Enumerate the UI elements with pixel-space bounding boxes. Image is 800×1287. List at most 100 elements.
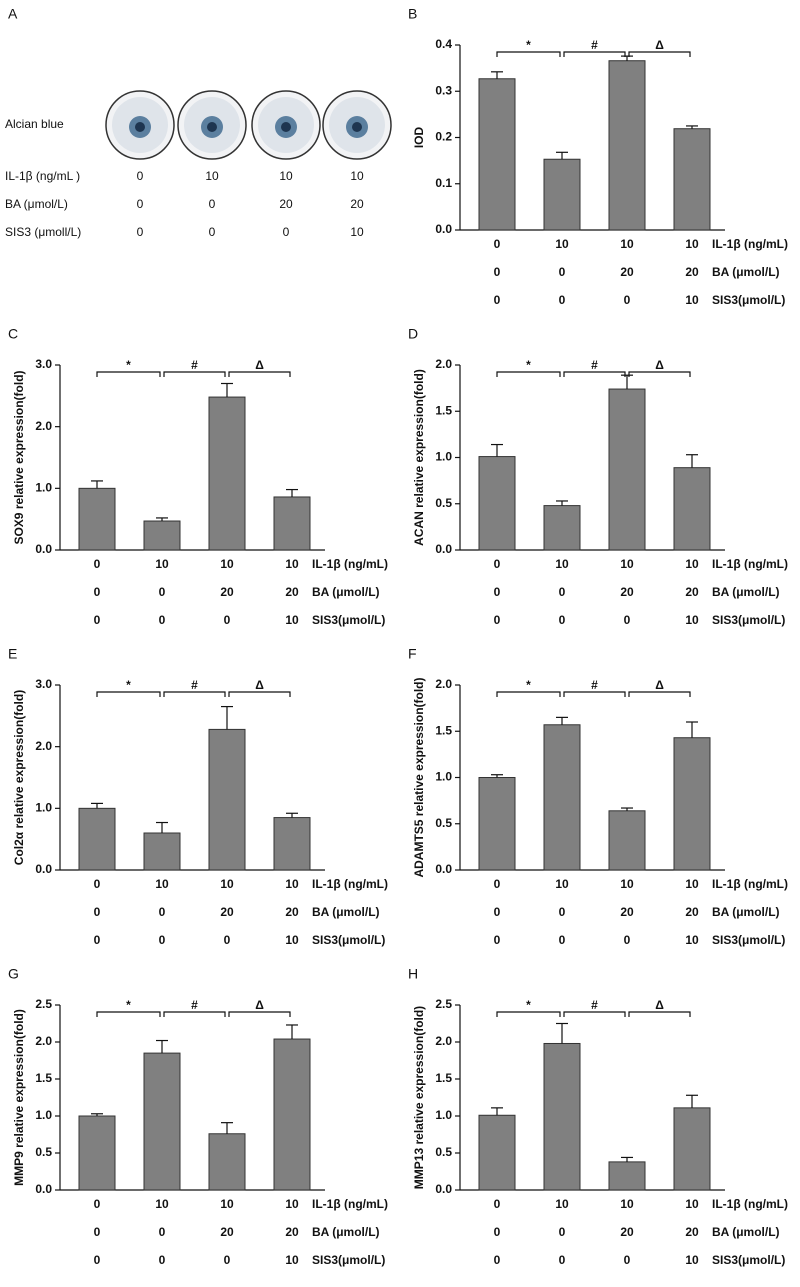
condition-value: 0	[224, 613, 231, 627]
condition-value: 0	[559, 293, 566, 307]
condition-value: 0	[624, 1253, 631, 1267]
bar	[673, 467, 711, 551]
panel-label: A	[8, 6, 18, 22]
condition-value: 0	[224, 1253, 231, 1267]
condition-value: 10	[620, 237, 634, 251]
condition-value: 20	[620, 1225, 634, 1239]
condition-value: 0	[494, 905, 501, 919]
y-tick-label: 2.0	[435, 357, 452, 371]
condition-label: BA (μmol/L)	[712, 265, 780, 279]
condition-value: 0	[559, 933, 566, 947]
panel-label: B	[408, 6, 417, 22]
condition-label: SIS3(μmol/L)	[712, 293, 785, 307]
condition-label: BA (μmol/L)	[312, 585, 380, 599]
condition-label: BA (μmol/L)	[312, 905, 380, 919]
condition-value: 0	[137, 169, 144, 183]
significance-bracket	[563, 51, 626, 57]
condition-value: 20	[279, 197, 293, 211]
condition-label: IL-1β (ng/mL)	[712, 557, 788, 571]
condition-value: 0	[494, 265, 501, 279]
significance-label: #	[591, 998, 598, 1012]
bar	[208, 1133, 246, 1191]
condition-value: 0	[94, 585, 101, 599]
condition-label: SIS3(μmol/L)	[712, 933, 785, 947]
condition-value: 20	[285, 905, 299, 919]
condition-label: BA (μmol/L)	[5, 197, 68, 211]
condition-value: 10	[285, 933, 299, 947]
significance-bracket	[96, 691, 161, 697]
y-tick-label: 0.0	[435, 222, 452, 236]
significance-label: #	[591, 358, 598, 372]
bar	[543, 1042, 581, 1191]
significance-label: #	[191, 998, 198, 1012]
condition-label: IL-1β (ng/mL)	[712, 237, 788, 251]
condition-value: 0	[159, 933, 166, 947]
condition-value: 10	[555, 237, 569, 251]
bar	[543, 158, 581, 231]
y-tick-label: 3.0	[35, 357, 52, 371]
significance-label: #	[191, 678, 198, 692]
significance-bracket	[96, 371, 161, 377]
condition-value: 0	[159, 613, 166, 627]
condition-label: IL-1β (ng/mL)	[712, 877, 788, 891]
y-tick-label: 3.0	[35, 677, 52, 691]
significance-bracket	[496, 371, 561, 377]
condition-value: 0	[209, 197, 216, 211]
condition-value: 0	[494, 877, 501, 891]
condition-value: 10	[220, 1197, 234, 1211]
bar	[543, 505, 581, 551]
condition-label: SIS3(μmol/L)	[312, 613, 385, 627]
condition-value: 0	[494, 293, 501, 307]
condition-value: 0	[159, 585, 166, 599]
condition-value: 0	[159, 1225, 166, 1239]
condition-value: 20	[620, 265, 634, 279]
bar	[143, 1052, 181, 1191]
bar	[273, 817, 311, 871]
condition-value: 0	[494, 1253, 501, 1267]
condition-label: BA (μmol/L)	[712, 585, 780, 599]
condition-value: 0	[624, 293, 631, 307]
condition-value: 10	[155, 877, 169, 891]
stain-core	[281, 122, 291, 132]
bar	[143, 832, 181, 871]
condition-value: 10	[205, 169, 219, 183]
significance-bracket	[163, 1011, 226, 1017]
significance-label: Δ	[655, 678, 664, 692]
y-axis-title: ADAMTS5 relative expression(fold)	[412, 677, 426, 877]
y-tick-label: 2.0	[35, 419, 52, 433]
condition-value: 10	[685, 293, 699, 307]
condition-label: BA (μmol/L)	[712, 1225, 780, 1239]
condition-value: 20	[685, 265, 699, 279]
panel-label: E	[8, 646, 17, 662]
condition-value: 10	[620, 557, 634, 571]
condition-value: 0	[559, 1253, 566, 1267]
significance-bracket	[496, 51, 561, 57]
condition-value: 10	[685, 933, 699, 947]
y-tick-label: 0.0	[435, 862, 452, 876]
significance-bracket	[628, 691, 691, 697]
y-tick-label: 1.5	[435, 1071, 452, 1085]
stain-core	[135, 122, 145, 132]
panel-label: D	[408, 326, 418, 342]
y-axis-title: MMP9 relative expression(fold)	[12, 1009, 26, 1186]
significance-label: *	[526, 358, 531, 372]
condition-value: 10	[685, 1197, 699, 1211]
significance-label: #	[591, 38, 598, 52]
condition-value: 10	[685, 877, 699, 891]
bar	[478, 456, 516, 551]
significance-label: *	[126, 358, 131, 372]
condition-value: 10	[685, 237, 699, 251]
condition-value: 10	[350, 225, 364, 239]
condition-label: IL-1β (ng/mL)	[312, 877, 388, 891]
significance-bracket	[628, 1011, 691, 1017]
condition-value: 20	[285, 1225, 299, 1239]
condition-label: BA (μmol/L)	[712, 905, 780, 919]
y-tick-label: 2.0	[435, 1034, 452, 1048]
condition-value: 0	[224, 933, 231, 947]
significance-bracket	[228, 371, 291, 377]
condition-value: 0	[94, 877, 101, 891]
condition-value: 0	[559, 1225, 566, 1239]
condition-value: 10	[555, 877, 569, 891]
condition-value: 10	[285, 1253, 299, 1267]
condition-label: IL-1β (ng/mL)	[712, 1197, 788, 1211]
